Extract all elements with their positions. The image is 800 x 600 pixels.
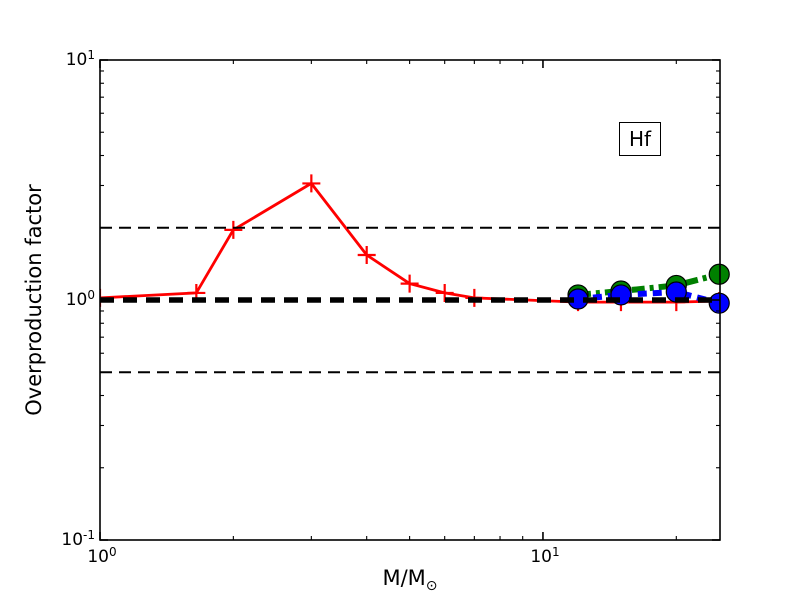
y-tick-label: 10-1	[61, 528, 95, 551]
y-axis-label: Overproduction factor	[22, 184, 46, 416]
red-solid-plus-plus-marker	[400, 274, 419, 293]
x-axis-label-text: M/M	[382, 566, 426, 590]
series-blue-dashed-circle	[567, 281, 730, 314]
red-solid-plus-plus-marker	[302, 174, 321, 193]
axis-ticks	[99, 59, 720, 541]
green-dashdot-circle-line	[577, 271, 720, 298]
x-tick-label: 101	[530, 545, 560, 567]
x-axis-label: M/M⊙	[382, 566, 437, 594]
x-tick-label: 100	[87, 545, 117, 567]
sun-symbol: ⊙	[425, 578, 438, 594]
red-solid-plus-plus-marker	[357, 245, 376, 264]
y-tick-label: 101	[65, 48, 95, 71]
element-annotation-box: Hf	[619, 122, 662, 156]
blue-dashed-circle-line	[577, 288, 720, 307]
y-tick-label: 100	[65, 288, 95, 311]
red-solid-plus-plus-marker	[435, 283, 454, 302]
red-solid-plus-plus-marker	[224, 220, 243, 239]
